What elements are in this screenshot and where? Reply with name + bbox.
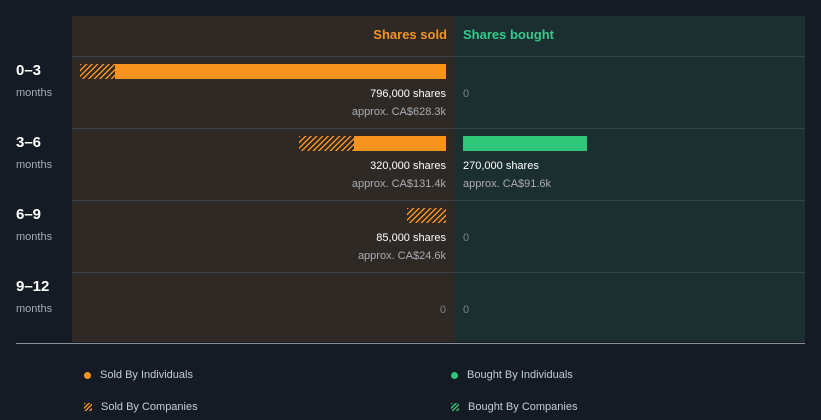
sold-zero-label: 0 [439,304,446,316]
sold-individuals-bar [354,136,446,151]
legend-label: Bought By Companies [468,401,578,413]
sold-companies-bar [406,208,446,223]
shares-bought-header: Shares bought [463,27,555,42]
bought-zero-label: 0 [463,232,470,244]
shares-sold-header: Shares sold [373,27,447,42]
sold-individuals-bar [114,64,446,79]
row-separator [72,272,805,273]
legend-sold-individuals: Sold By Individuals [84,369,193,381]
sold-value-label: approx. CA$628.3k [351,106,446,118]
period-sublabel: months [16,87,53,99]
sold-shares-label: 85,000 shares [376,232,446,244]
sold-shares-label: 320,000 shares [370,160,446,172]
legend-label: Sold By Companies [101,401,198,413]
green-hatch-icon [451,403,459,411]
row-separator [72,128,805,129]
bought-zero-label: 0 [463,88,470,100]
legend-bought-companies: Bought By Companies [451,401,577,413]
shares-bought-panel [455,16,805,342]
legend-bought-individuals: Bought By Individuals [451,369,573,381]
sold-companies-bar [80,64,115,79]
orange-dot-icon [84,371,91,379]
legend-label: Sold By Individuals [100,369,193,381]
bottom-axis-line [16,343,805,344]
bought-shares-label: 270,000 shares [463,160,539,172]
bought-individuals-bar [463,136,588,151]
period-sublabel: months [16,303,53,315]
sold-shares-label: 796,000 shares [370,88,446,100]
sold-value-label: approx. CA$131.4k [351,178,446,190]
period-label: 9–12 [16,278,50,295]
bought-value-label: approx. CA$91.6k [463,178,552,190]
period-sublabel: months [16,159,53,171]
green-dot-icon [451,371,458,379]
row-separator [72,200,805,201]
legend-sold-companies: Sold By Companies [84,401,198,413]
legend-label: Bought By Individuals [467,369,573,381]
period-label: 3–6 [16,134,42,151]
orange-hatch-icon [84,403,92,411]
period-label: 0–3 [16,62,42,79]
sold-value-label: approx. CA$24.6k [357,250,446,262]
bought-zero-label: 0 [463,304,470,316]
sold-companies-bar [298,136,355,151]
period-label: 6–9 [16,206,42,223]
row-separator [72,56,805,57]
period-sublabel: months [16,231,53,243]
